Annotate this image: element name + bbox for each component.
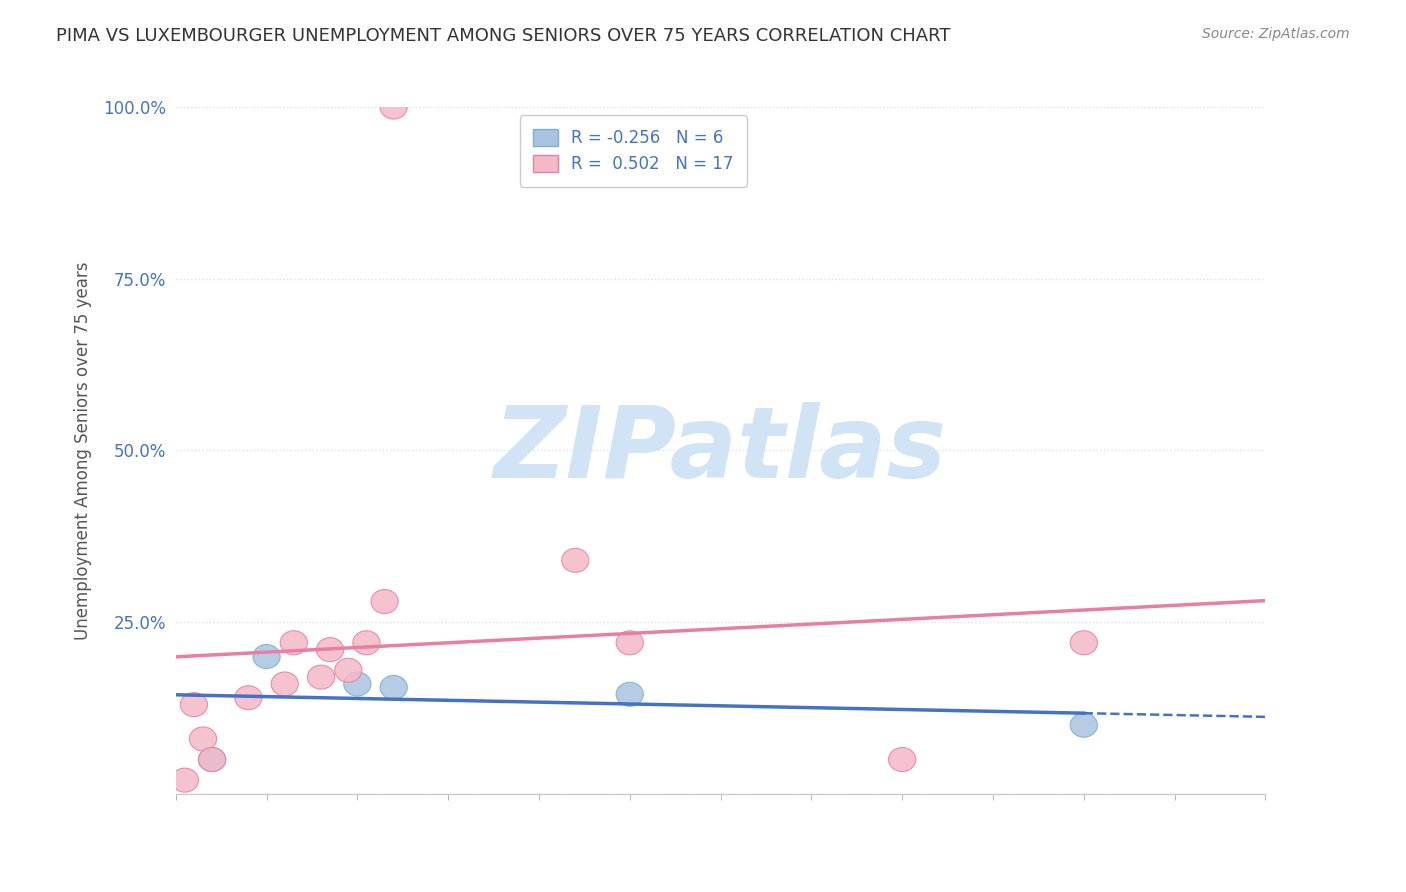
Ellipse shape	[1070, 631, 1098, 655]
Ellipse shape	[889, 747, 915, 772]
Ellipse shape	[316, 638, 343, 662]
Ellipse shape	[371, 590, 398, 614]
Ellipse shape	[198, 747, 226, 772]
Text: PIMA VS LUXEMBOURGER UNEMPLOYMENT AMONG SENIORS OVER 75 YEARS CORRELATION CHART: PIMA VS LUXEMBOURGER UNEMPLOYMENT AMONG …	[56, 27, 950, 45]
Ellipse shape	[335, 658, 361, 682]
Ellipse shape	[1070, 714, 1098, 737]
Ellipse shape	[198, 747, 226, 772]
Text: ZIPatlas: ZIPatlas	[494, 402, 948, 499]
Ellipse shape	[172, 768, 198, 792]
Ellipse shape	[380, 95, 408, 119]
Ellipse shape	[280, 631, 308, 655]
Ellipse shape	[308, 665, 335, 690]
Y-axis label: Unemployment Among Seniors over 75 years: Unemployment Among Seniors over 75 years	[75, 261, 91, 640]
Ellipse shape	[190, 727, 217, 751]
Ellipse shape	[271, 672, 298, 696]
Ellipse shape	[253, 645, 280, 668]
Ellipse shape	[561, 549, 589, 573]
Ellipse shape	[616, 631, 644, 655]
Legend: R = -0.256   N = 6, R =  0.502   N = 17: R = -0.256 N = 6, R = 0.502 N = 17	[520, 115, 747, 186]
Ellipse shape	[353, 631, 380, 655]
Ellipse shape	[616, 682, 644, 706]
Ellipse shape	[235, 686, 262, 710]
Ellipse shape	[180, 692, 208, 716]
Ellipse shape	[380, 675, 408, 699]
Ellipse shape	[343, 672, 371, 696]
Text: Source: ZipAtlas.com: Source: ZipAtlas.com	[1202, 27, 1350, 41]
